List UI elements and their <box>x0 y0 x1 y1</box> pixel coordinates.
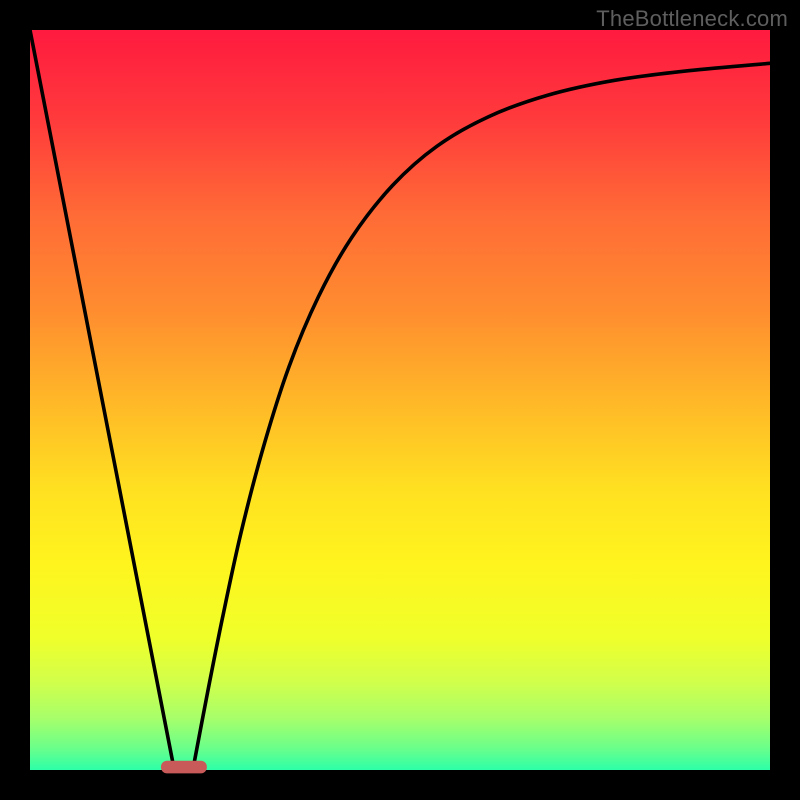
bottleneck-chart <box>0 0 800 800</box>
chart-container: TheBottleneck.com <box>0 0 800 800</box>
watermark-text: TheBottleneck.com <box>596 6 788 32</box>
